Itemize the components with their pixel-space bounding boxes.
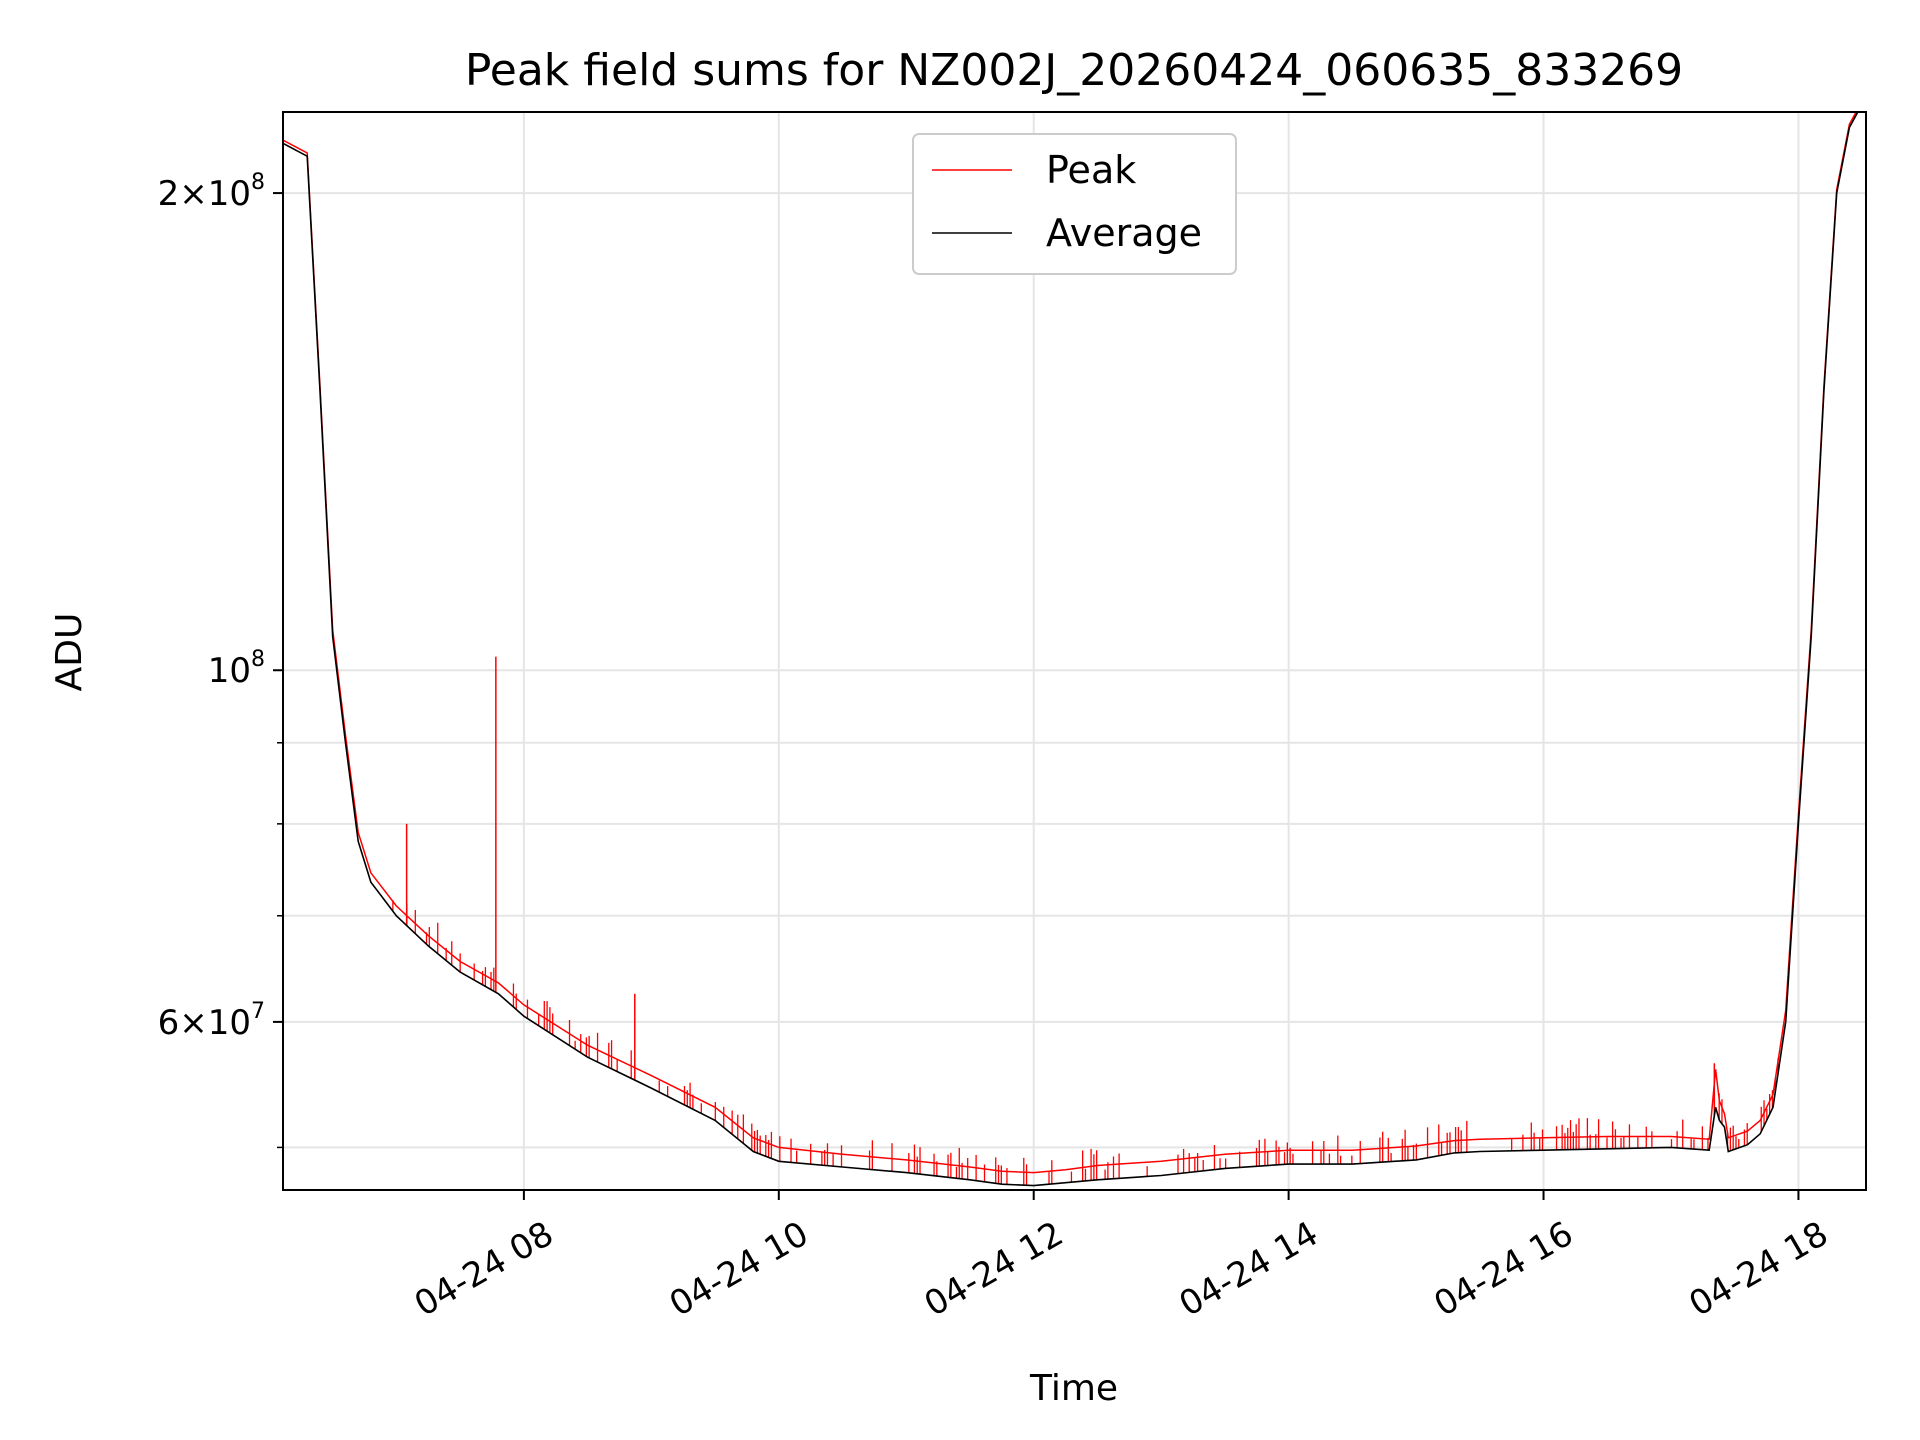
chart-title: Peak field sums for NZ002J_20260424_0606… bbox=[465, 45, 1683, 96]
y-tick-label: 2×108 bbox=[158, 170, 265, 214]
y-tick-label-base: 10 bbox=[208, 651, 251, 691]
y-tick-label-exponent: 8 bbox=[251, 647, 265, 672]
y-tick-label-base: 2×10 bbox=[158, 174, 251, 214]
legend: Peak Average bbox=[912, 133, 1237, 275]
legend-box bbox=[912, 133, 1237, 275]
series-average bbox=[283, 112, 1859, 1187]
y-tick-label-exponent: 8 bbox=[251, 170, 265, 195]
y-tick-label-exponent: 7 bbox=[251, 999, 265, 1024]
y-tick-label: 6×107 bbox=[158, 999, 265, 1043]
plot-frame bbox=[282, 111, 1867, 1191]
y-tick-label-base: 6×10 bbox=[158, 1003, 251, 1043]
legend-label-peak: Peak bbox=[1046, 148, 1136, 192]
y-axis-label: ADU bbox=[49, 613, 90, 692]
legend-label-average: Average bbox=[1046, 211, 1202, 255]
y-tick-label: 108 bbox=[208, 647, 265, 691]
peak-line bbox=[283, 112, 1857, 1174]
series-peak bbox=[283, 112, 1857, 1186]
x-axis-label: Time bbox=[1029, 1368, 1118, 1409]
series bbox=[283, 112, 1859, 1187]
average-line bbox=[283, 112, 1859, 1187]
